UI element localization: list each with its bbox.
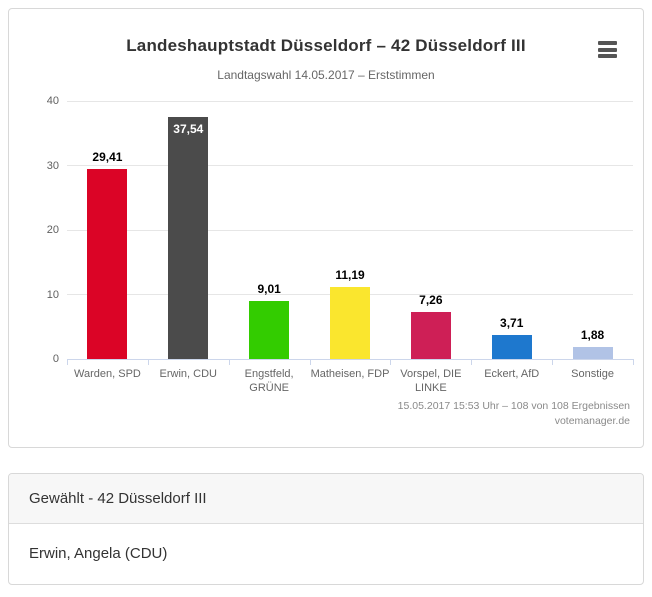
chart-context-menu-button[interactable] (594, 39, 621, 63)
elected-panel: Gewählt - 42 Düsseldorf III Erwin, Angel… (8, 473, 644, 585)
x-axis-label-engstfeld-gr-ne: Engstfeld, GRÜNE (244, 368, 294, 394)
chart-credits: 15.05.2017 15:53 Uhr – 108 von 108 Ergeb… (398, 399, 630, 429)
x-axis-tick (633, 359, 634, 365)
y-axis-label-20: 20 (46, 224, 59, 236)
bar-value-label-vorspel-die-linke: 7,26 (419, 293, 443, 308)
y-axis-label-30: 30 (46, 159, 59, 172)
bar-value-label-erwin-cdu: 37,54 (173, 121, 204, 136)
x-axis-label-matheisen-fdp: Matheisen, FDP (310, 368, 390, 380)
results-count-text: 15.05.2017 15:53 Uhr – 108 von 108 Ergeb… (397, 400, 630, 412)
y-axis-label-0: 0 (52, 353, 59, 365)
bar-value-label-matheisen-fdp: 11,19 (335, 267, 365, 282)
chart-title: Landeshauptstadt Düsseldorf – 42 Düsseld… (126, 36, 526, 55)
hamburger-icon (598, 41, 617, 46)
chart-subtitle: Landtagswahl 14.05.2017 – Erststimmen (217, 68, 435, 82)
x-axis-tick (471, 359, 473, 365)
bar-matheisen-fdp[interactable] (330, 286, 370, 359)
x-axis-tick (228, 359, 230, 365)
election-chart-card: Landeshauptstadt Düsseldorf – 42 Düsseld… (8, 8, 644, 448)
gridline-40 (67, 100, 633, 102)
x-axis-label-sonstige: Sonstige (571, 368, 614, 380)
gridline-30 (67, 165, 633, 166)
bar-eckert-afd[interactable] (491, 335, 532, 359)
x-axis-tick (390, 359, 392, 365)
bar-value-label-eckert-afd: 3,71 (500, 316, 524, 331)
x-axis-tick (309, 359, 311, 365)
x-axis-label-warden-spd: Warden, SPD (74, 368, 141, 380)
x-axis-label-vorspel-die-linke: Vorspel, DIE LINKE (400, 368, 462, 394)
elected-candidate-name: Erwin, Angela (CDU) (29, 545, 168, 562)
bar-value-label-warden-spd: 29,41 (92, 150, 123, 165)
elected-panel-header: Gewählt - 42 Düsseldorf III (9, 474, 643, 524)
hamburger-icon (598, 47, 617, 52)
bar-value-label-sonstige: 1,88 (580, 327, 605, 342)
x-axis-line (67, 359, 633, 360)
chart-plot-area: 0 10 20 30 40 29,41 Warden, SPD 37,54 Erwin, CDU… (47, 95, 634, 394)
x-axis-tick (67, 359, 68, 365)
bar-erwin-cdu[interactable] (168, 116, 209, 359)
y-axis-label-10: 10 (46, 288, 59, 301)
bar-vorspel-die-linke[interactable] (410, 312, 451, 359)
x-axis-label-erwin-cdu: Erwin, CDU (159, 368, 217, 380)
bar-warden-spd[interactable] (87, 169, 128, 359)
x-axis-label-eckert-afd: Eckert, AfD (484, 368, 540, 380)
gridline-20 (67, 229, 633, 231)
x-axis-tick (552, 359, 554, 365)
bar-engstfeld-gr-ne[interactable] (249, 300, 290, 359)
hamburger-icon (598, 54, 617, 59)
y-axis-label-40: 40 (46, 95, 59, 107)
bar-value-label-engstfeld-gr-ne: 9,01 (257, 281, 281, 296)
votemanager-credits-link[interactable]: votemanager.de (554, 415, 630, 427)
x-axis-tick (147, 359, 149, 365)
bar-sonstige[interactable] (572, 346, 613, 359)
